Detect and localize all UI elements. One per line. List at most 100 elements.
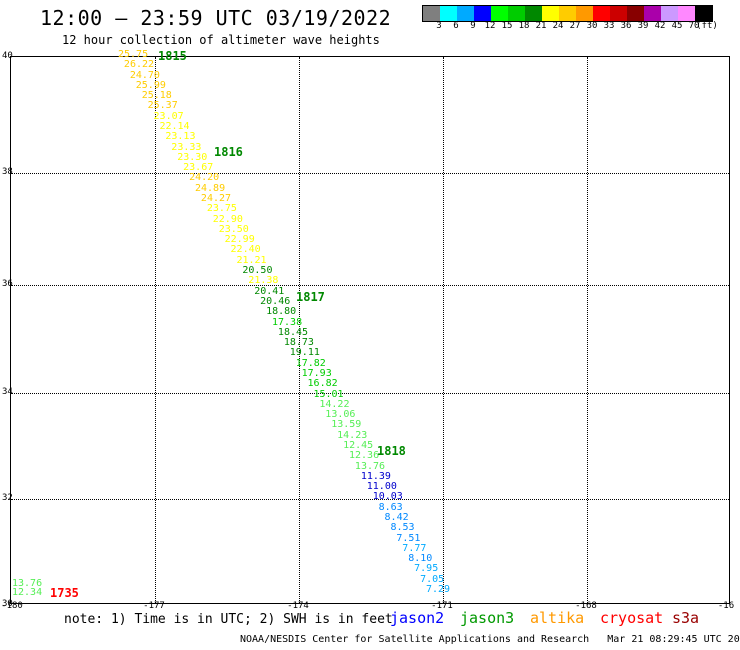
color-legend-label: 12 [484,21,496,31]
wave-height-value: 24.89 [195,182,226,194]
wave-height-value: 7.77 [402,542,427,554]
color-swatch [593,6,610,21]
wave-height-value: 14.23 [337,429,368,441]
color-legend-label: 36 [620,21,632,31]
color-legend-label: 45 [671,21,683,31]
color-swatch [695,6,712,21]
wave-height-value: 20.41 [254,285,285,297]
color-legend-label: 3 [436,21,442,31]
wave-height-value: 17.82 [295,357,326,369]
satellite-name: jason2 [390,609,445,627]
longitude-label: -16 [717,601,735,611]
latitude-gridline [11,173,729,174]
latitude-label: 40 [2,51,13,61]
wave-height-value: 8.63 [378,501,403,513]
latitude-label: 38 [2,167,13,177]
color-swatch [627,6,644,21]
generated-timestamp: Mar 21 08:29:45 UTC 2022 [607,634,740,645]
wave-height-value: 12.36 [349,450,380,462]
wave-height-value: 11.00 [366,481,397,493]
color-swatch [491,6,508,21]
longitude-gridline [443,57,444,603]
longitude-gridline [299,57,300,603]
color-legend-label: 18 [518,21,530,31]
satellite-name: s3a [672,609,700,627]
wave-height-value: 24.70 [129,69,160,81]
wave-height-value: 26.22 [123,59,155,71]
color-legend-label: 30 [586,21,598,31]
longitude-gridline [587,57,588,603]
color-legend-label: 27 [569,21,581,31]
footer-credit: NOAA/NESDIS Center for Satellite Applica… [240,634,740,645]
wave-height-value: 23.07 [153,110,184,122]
wave-height-value: 25.37 [147,100,178,112]
wave-height-value: 23.13 [165,131,196,143]
wave-height-value: 7.05 [420,573,445,585]
wave-height-value: 7.95 [414,563,439,575]
color-legend-labels: 3 6 9 12 15 18 21 24 27 30 33 36 39 42 45 70 (ft) [422,21,740,33]
wave-height-value: 12.34 [12,587,43,598]
latitude-label: 30 [2,599,13,609]
latitude-label: 36 [2,279,13,289]
color-legend-label: 6 [453,21,459,31]
wave-height-value: 24.27 [200,193,232,205]
wave-height-value: 13.59 [331,419,362,431]
color-legend-label: 24 [552,21,564,31]
wave-height-value: 18.73 [283,337,314,349]
wave-height-value: 23.67 [183,162,214,174]
satellite-name: jason3 [460,609,515,627]
longitude-gridline [155,57,156,603]
map-subtitle: 12 hour collection of altimeter wave hei… [62,33,380,47]
color-legend-label: 33 [603,21,615,31]
wave-height-value: 20.46 [260,295,291,307]
color-swatch [610,6,627,21]
color-swatch [457,6,474,21]
wave-height-value: 12.45 [343,439,374,451]
wave-height-value: 13.76 [354,460,386,472]
color-legend [422,5,713,22]
wave-height-value: 14.22 [319,398,350,410]
wave-height-value: 7.51 [396,532,421,544]
wave-height-value: 25.75 [118,49,149,60]
wave-height-value: 19.11 [289,347,320,359]
wave-height-value: 22.40 [230,244,261,256]
wave-height-value: 18.80 [266,306,297,318]
wave-height-value: 17.38 [272,316,303,328]
credit-text: NOAA/NESDIS Center for Satellite Applica… [240,634,590,645]
pass-time-label: 1817 [296,290,325,304]
map-frame [10,56,730,604]
wave-height-value: 20.50 [242,265,273,277]
color-legend-label: 39 [637,21,649,31]
longitude-label: -168 [575,601,597,611]
color-legend-label: 42 [654,21,666,31]
wave-height-value: 8.42 [384,511,409,523]
color-swatch [644,6,661,21]
wave-height-value: 10.03 [372,491,403,503]
color-swatch [508,6,525,21]
color-swatch [559,6,576,21]
wave-height-value: 24.20 [189,172,220,184]
wave-height-value: 22.99 [224,234,255,246]
wave-height-value: 16.82 [307,378,338,390]
color-legend-label: 15 [501,21,513,31]
pass-time-label: 1815 [158,49,187,63]
latitude-gridline [11,285,729,286]
color-swatch [440,6,457,21]
wave-height-value: 25.18 [141,90,172,102]
wave-height-value: 18.45 [277,326,309,338]
wave-height-value: 23.50 [218,223,249,235]
wave-height-value: 22.14 [159,121,190,133]
wave-height-value: 23.30 [177,151,208,163]
pass-time-label: 1818 [377,444,406,458]
latitude-label: 32 [2,493,13,503]
color-swatch [576,6,593,21]
longitude-label: -171 [431,601,453,611]
wave-height-value: 25.99 [135,79,166,91]
wave-height-value: 8.53 [390,522,415,534]
longitude-label: -180 [1,601,23,611]
color-legend-label: 9 [470,21,476,31]
footer-note: note: 1) Time is in UTC; 2) SWH is in fe… [64,612,393,627]
color-swatch [542,6,559,21]
color-swatch [474,6,491,21]
latitude-label: 34 [2,387,13,397]
